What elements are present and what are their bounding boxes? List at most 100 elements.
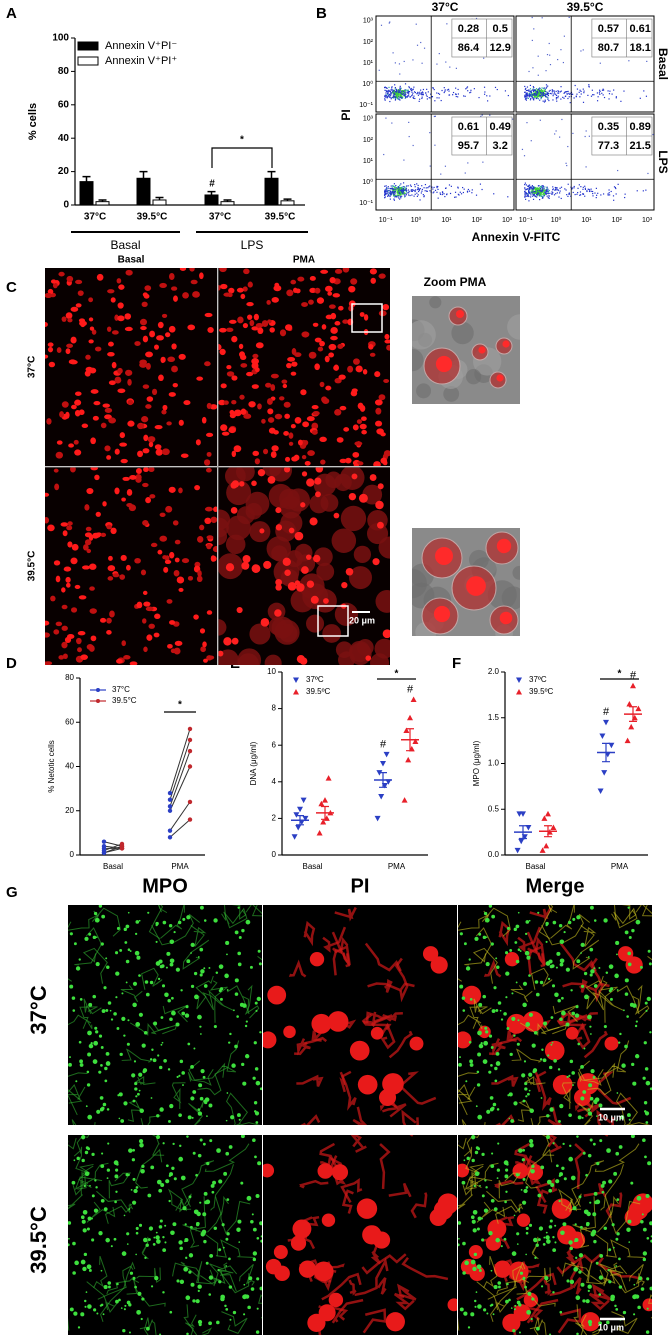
event-dot <box>406 89 409 91</box>
nucleus <box>283 401 291 408</box>
mpo-granule <box>483 1208 489 1213</box>
mpo-granule <box>587 1108 591 1111</box>
nucleus <box>300 502 306 508</box>
cell <box>375 590 390 613</box>
mpo-granule <box>190 984 195 988</box>
event-dot <box>582 193 585 195</box>
nucleus <box>150 542 158 548</box>
event-dot <box>401 195 403 197</box>
event-dot <box>560 186 563 188</box>
event-dot <box>542 100 544 102</box>
nucleus <box>206 543 212 550</box>
mpo-granule <box>546 1239 551 1244</box>
mpo-granule <box>514 941 518 944</box>
event-dot <box>452 94 454 96</box>
mpo-granule <box>574 1223 577 1226</box>
mpo-granule <box>589 1025 592 1028</box>
mpo-granule <box>115 1190 118 1193</box>
nucleus <box>225 327 234 332</box>
nucleus <box>208 655 215 660</box>
event-dot <box>597 96 599 98</box>
mpo-granule <box>188 1253 194 1258</box>
nucleus <box>288 441 294 446</box>
mpo-granule <box>542 1242 546 1246</box>
mpo-granule <box>131 1073 136 1078</box>
nucleus <box>121 640 126 647</box>
nucleus <box>386 344 390 351</box>
nucleus <box>279 329 287 337</box>
mpo-granule <box>588 1112 591 1115</box>
mpo-granule <box>516 1243 519 1245</box>
event-dot <box>607 194 609 196</box>
event-dot <box>549 89 551 92</box>
event-dot <box>536 90 538 93</box>
nucleus <box>61 641 68 649</box>
event-dot <box>568 16 570 19</box>
nucleus <box>333 512 340 519</box>
event-dot <box>565 189 567 191</box>
event-dot <box>393 94 395 96</box>
pi-fiber <box>491 1074 519 1087</box>
event-dot <box>443 91 445 94</box>
nucleus <box>251 358 259 365</box>
event-dot <box>530 140 532 142</box>
mpo-granule <box>123 927 127 932</box>
nucleus <box>282 557 291 566</box>
mpo-granule <box>125 959 130 964</box>
pair-line <box>169 819 191 838</box>
event-dot <box>410 88 412 90</box>
nucleus <box>300 389 307 396</box>
mpo-fiber <box>204 1143 250 1172</box>
event-dot <box>580 186 582 188</box>
event-dot <box>525 195 527 197</box>
event-dot <box>559 136 561 138</box>
mpo-granule <box>608 1179 613 1184</box>
mpo-granule <box>640 1219 644 1224</box>
nucleus <box>180 453 189 458</box>
event-dot <box>429 97 431 99</box>
event-dot <box>538 193 540 195</box>
mpo-granule <box>155 1235 160 1240</box>
mpo-granule <box>477 1114 483 1120</box>
nucleus <box>227 292 233 298</box>
mpo-fiber <box>68 1138 77 1150</box>
mpo-granule <box>208 1103 213 1108</box>
pi-fiber <box>583 1182 607 1198</box>
nucleus <box>334 408 342 416</box>
mpo-granule <box>649 1286 652 1291</box>
mpo-granule <box>560 1230 565 1236</box>
event-dot <box>552 186 554 188</box>
event-dot <box>533 188 536 190</box>
event-dot <box>534 96 536 98</box>
event-dot <box>429 190 431 192</box>
nucleus <box>382 460 388 466</box>
event-dot <box>398 188 400 190</box>
mpo-granule <box>138 974 141 977</box>
event-dot <box>431 96 433 98</box>
event-dot <box>389 90 392 93</box>
y-tick-label: 10¹ <box>363 158 374 165</box>
event-dot <box>436 185 438 188</box>
mpo-granule <box>568 1156 574 1162</box>
mpo-granule <box>555 966 558 969</box>
nucleus <box>201 416 207 424</box>
mpo-granule <box>546 1114 550 1118</box>
nucleus <box>231 637 239 645</box>
event-dot <box>528 90 530 92</box>
event-dot <box>542 87 545 89</box>
mpo-granule <box>477 1304 482 1309</box>
event-dot <box>528 190 530 192</box>
event-dot <box>403 92 405 95</box>
mpo-granule <box>208 967 211 969</box>
mpo-fiber <box>106 1278 140 1295</box>
event-dot <box>576 93 578 95</box>
error-bar <box>283 198 292 201</box>
mpo-granule <box>593 984 598 988</box>
data-point <box>624 737 631 744</box>
mpo-granule <box>618 1257 621 1261</box>
mpo-granule <box>551 1041 554 1044</box>
mpo-granule <box>583 971 588 976</box>
nucleus <box>308 351 317 359</box>
event-dot <box>544 194 546 196</box>
mpo-granule <box>105 1052 110 1056</box>
